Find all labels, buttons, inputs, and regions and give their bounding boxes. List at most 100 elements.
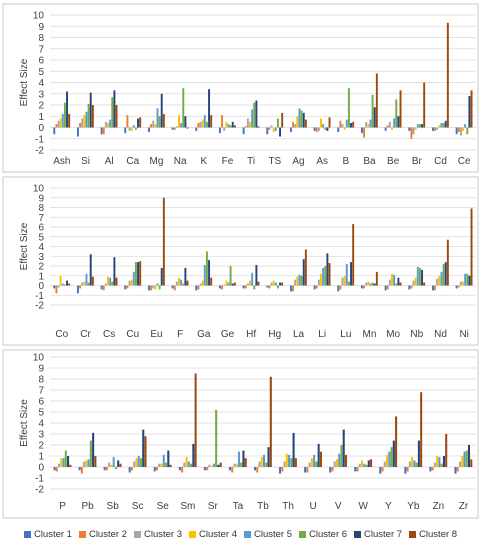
bar-Sr-cluster-6 [215,409,218,467]
bar-Yb-cluster-7 [417,440,420,467]
bar-Ga-cluster-8 [210,277,213,286]
bar-Ag-cluster-5 [298,108,301,128]
bar-P-cluster-1 [53,467,56,471]
bar-P-cluster-2 [55,467,58,472]
x-tick-label: Cu [126,329,139,340]
bar-Nd-cluster-3 [436,278,439,286]
bar-Mo-cluster-6 [395,283,398,286]
bar-Nb-cluster-5 [416,266,419,286]
bar-K-cluster-7 [208,89,211,128]
x-tick-label: Se [157,501,170,512]
bar-Tb-cluster-1 [253,467,257,471]
y-tick-label: 9 [38,193,44,204]
y-tick-label: 0 [38,123,44,134]
bar-Na-cluster-6 [182,88,185,128]
bar-Sr-cluster-7 [217,464,220,467]
bar-Y-cluster-8 [395,416,398,467]
bar-F-cluster-1 [171,285,174,289]
bar-Ta-cluster-3 [233,463,236,467]
bar-La-cluster-5 [298,274,301,286]
y-tick-label: 4 [38,242,44,253]
bar-B-cluster-4 [343,127,346,130]
panel-border [2,176,479,346]
bar-Ga-cluster-4 [201,280,204,286]
bar-Be-cluster-6 [395,99,398,128]
bar-Ash-cluster-6 [63,102,66,128]
bar-Ga-cluster-2 [197,285,200,290]
bar-Br-cluster-2 [410,127,413,139]
bar-Br-cluster-1 [408,127,411,131]
bar-Ca-cluster-2 [126,115,129,128]
bar-Ta-cluster-4 [235,463,238,467]
x-tick-label: Zr [459,501,469,512]
bar-Nd-cluster-1 [431,285,434,291]
bar-Pb-cluster-2 [80,467,83,474]
y-tick-label: 9 [38,22,44,33]
bar-U-cluster-1 [304,467,307,473]
bar-Cu-cluster-1 [124,285,127,290]
bar-Li-cluster-5 [322,267,325,286]
y-tick-label: -1 [35,474,44,485]
bar-Y-cluster-4 [386,454,389,467]
legend-item-cluster-5: Cluster 5 [244,529,292,540]
bar-U-cluster-6 [315,461,318,467]
bar-Al-cluster-8 [115,105,118,128]
bar-Ti-cluster-4 [249,121,251,128]
bar-Zr-cluster-7 [467,445,471,467]
bar-Tb-cluster-5 [263,454,266,467]
bar-Fe-cluster-8 [233,125,236,128]
y-tick-label: 9 [38,364,44,375]
bar-As-cluster-3 [317,127,320,131]
bar-Hf-cluster-5 [251,272,254,286]
bar-Cd-cluster-5 [440,123,443,128]
y-tick-label: 10 [33,11,45,22]
x-tick-label: F [177,329,183,340]
bar-U-cluster-3 [308,462,311,467]
bar-B-cluster-5 [345,119,348,128]
bar-Se-cluster-7 [167,450,170,467]
bar-Ti-cluster-3 [246,118,249,128]
bar-Cs-cluster-6 [111,281,114,286]
bar-F-cluster-5 [180,279,183,286]
y-tick-label: 8 [38,203,44,214]
bar-Br-cluster-5 [416,124,419,128]
bar-Cd-cluster-6 [442,123,445,128]
bar-Th-cluster-5 [288,454,291,467]
bar-Na-cluster-7 [184,116,187,128]
bar-Ca-cluster-8 [139,117,142,128]
bar-Cs-cluster-4 [107,276,109,286]
bar-Sb-cluster-6 [114,467,117,470]
legend-item-cluster-6: Cluster 6 [299,529,347,540]
bar-Pb-cluster-1 [78,467,81,471]
bar-K-cluster-4 [201,119,204,128]
bar-Hg-cluster-6 [276,285,279,289]
bar-Ce-cluster-3 [459,127,462,136]
bar-Ge-cluster-3 [223,284,226,286]
bar-Se-cluster-6 [165,462,168,467]
y-tick-label: 5 [38,67,44,78]
bar-U-cluster-8 [319,451,322,467]
bar-Pb-cluster-4 [85,460,88,467]
bar-Be-cluster-8 [399,90,402,128]
y-axis-label: Effect Size [19,222,30,270]
legend-item-cluster-3: Cluster 3 [133,529,182,540]
bar-Cs-cluster-8 [115,277,118,286]
bar-La-cluster-8 [304,249,307,286]
bar-Fe-cluster-6 [229,125,232,128]
bar-Al-cluster-2 [102,127,105,135]
bar-Cs-cluster-3 [104,283,107,286]
x-tick-label: La [293,329,305,340]
bar-Sc-cluster-2 [130,467,133,471]
legend-label: Cluster 6 [309,528,348,540]
bar-Ash-cluster-2 [55,124,58,128]
x-tick-label: Cr [80,329,91,340]
bar-Lu-cluster-2 [339,285,342,290]
bar-TS-cluster-6 [276,118,279,128]
bar-Tb-cluster-6 [265,462,268,467]
bar-Ge-cluster-5 [227,282,230,286]
bar-Nb-cluster-7 [421,269,424,286]
bar-Mn-cluster-6 [371,282,374,286]
bar-Hg-cluster-7 [279,282,282,286]
